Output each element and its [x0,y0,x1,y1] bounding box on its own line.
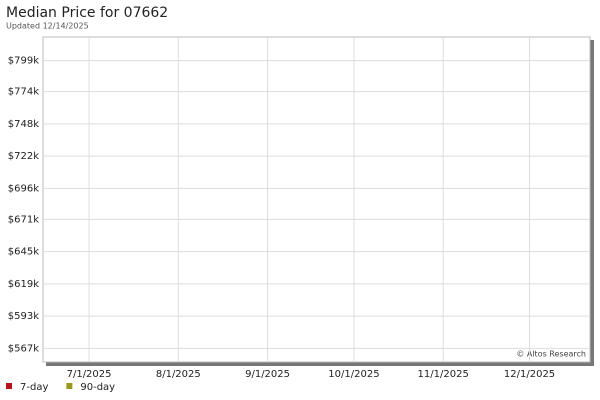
y-tick-label: $774k [8,87,39,98]
y-tick-label: $799k [8,56,39,67]
chart-title: Median Price for 07662 [6,5,168,21]
x-tick-label: 8/1/2025 [156,369,201,380]
legend-swatch [6,383,12,389]
legend-label: 90-day [80,382,115,393]
y-tick-label: $645k [8,247,39,258]
legend-label: 7-day [20,382,48,393]
legend-swatch [66,383,73,389]
x-tick-label: 12/1/2025 [504,369,555,380]
x-tick-label: 10/1/2025 [328,369,379,380]
y-tick-label: $671k [8,214,39,225]
plot-area [42,36,591,363]
chart-subtitle: Updated 12/14/2025 [6,22,89,31]
y-tick-label: $722k [8,151,39,162]
y-tick-label: $748k [8,119,39,130]
y-tick-label: $567k [8,343,39,354]
x-tick-label: 9/1/2025 [245,369,290,380]
y-tick-label: $696k [8,183,39,194]
y-tick-label: $593k [8,311,39,322]
y-tick-label: $619k [8,279,39,290]
x-tick-label: 11/1/2025 [418,369,469,380]
x-tick-label: 7/1/2025 [67,369,112,380]
annotation: © Altos Research [516,350,586,359]
